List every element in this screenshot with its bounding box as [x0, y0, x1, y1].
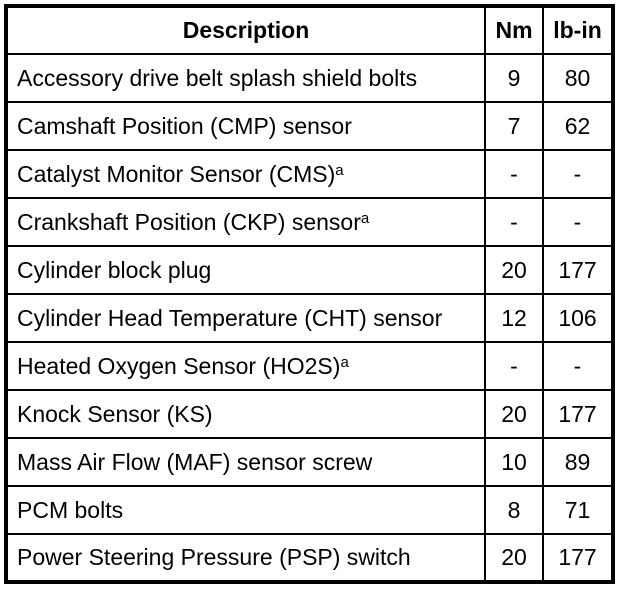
header-description: Description	[5, 5, 486, 55]
torque-spec-table: Description Nm lb-in Accessory drive bel…	[4, 4, 615, 584]
lb-in-cell: 71	[542, 485, 614, 535]
description-text: Accessory drive belt splash shield bolts	[17, 64, 418, 91]
table-row: Crankshaft Position (CKP) sensora - -	[5, 197, 614, 247]
description-text: Cylinder block plug	[17, 256, 212, 283]
nm-cell: 12	[484, 293, 544, 343]
nm-cell: 20	[484, 245, 544, 295]
description-cell: Camshaft Position (CMP) sensor	[5, 101, 486, 151]
nm-cell: 8	[484, 485, 544, 535]
description-text: Heated Oxygen Sensor (HO2S)	[17, 352, 341, 379]
table-row: PCM bolts 8 71	[5, 485, 614, 535]
lb-in-cell: 62	[542, 101, 614, 151]
description-cell: PCM bolts	[5, 485, 486, 535]
description-text: Crankshaft Position (CKP) sensor	[17, 208, 361, 235]
table-row: Knock Sensor (KS) 20 177	[5, 389, 614, 439]
table-row: Heated Oxygen Sensor (HO2S)a - -	[5, 341, 614, 391]
description-text: PCM bolts	[17, 496, 124, 523]
nm-cell: 20	[484, 389, 544, 439]
description-cell: Mass Air Flow (MAF) sensor screw	[5, 437, 486, 487]
nm-cell: 10	[484, 437, 544, 487]
nm-cell: 9	[484, 53, 544, 103]
lb-in-cell: 177	[542, 389, 614, 439]
description-cell: Crankshaft Position (CKP) sensora	[5, 197, 486, 247]
table-row: Cylinder block plug 20 177	[5, 245, 614, 295]
lb-in-cell: -	[542, 197, 614, 247]
table-row: Camshaft Position (CMP) sensor 7 62	[5, 101, 614, 151]
description-text: Mass Air Flow (MAF) sensor screw	[17, 448, 373, 475]
header-row: Description Nm lb-in	[5, 5, 614, 55]
footnote-marker: a	[340, 353, 349, 371]
description-cell: Power Steering Pressure (PSP) switch	[5, 533, 486, 583]
lb-in-cell: 106	[542, 293, 614, 343]
table-row: Mass Air Flow (MAF) sensor screw 10 89	[5, 437, 614, 487]
table-row: Catalyst Monitor Sensor (CMS)a - -	[5, 149, 614, 199]
description-cell: Catalyst Monitor Sensor (CMS)a	[5, 149, 486, 199]
description-cell: Cylinder Head Temperature (CHT) sensor	[5, 293, 486, 343]
description-text: Power Steering Pressure (PSP) switch	[17, 544, 411, 570]
nm-cell: -	[484, 149, 544, 199]
description-text: Catalyst Monitor Sensor (CMS)	[17, 160, 336, 187]
lb-in-cell: -	[542, 149, 614, 199]
table-row: Power Steering Pressure (PSP) switch 20 …	[5, 533, 614, 583]
table-row: Cylinder Head Temperature (CHT) sensor 1…	[5, 293, 614, 343]
nm-cell: 7	[484, 101, 544, 151]
footnote-marker: a	[360, 209, 370, 227]
nm-cell: -	[484, 197, 544, 247]
nm-cell: -	[484, 341, 544, 391]
lb-in-cell: 80	[542, 53, 614, 103]
lb-in-cell: -	[542, 341, 614, 391]
description-text: Camshaft Position (CMP) sensor	[17, 112, 352, 139]
description-cell: Accessory drive belt splash shield bolts	[5, 53, 486, 103]
description-cell: Cylinder block plug	[5, 245, 486, 295]
lb-in-cell: 89	[542, 437, 614, 487]
header-lb-in: lb-in	[542, 5, 614, 55]
description-text: Knock Sensor (KS)	[17, 400, 213, 427]
footnote-marker: a	[335, 161, 344, 179]
description-cell: Knock Sensor (KS)	[5, 389, 486, 439]
table-header: Description Nm lb-in	[5, 5, 614, 55]
table-body: Accessory drive belt splash shield bolts…	[5, 53, 614, 583]
lb-in-cell: 177	[542, 245, 614, 295]
nm-cell: 20	[484, 533, 544, 583]
table-row: Accessory drive belt splash shield bolts…	[5, 53, 614, 103]
lb-in-cell: 177	[542, 533, 614, 583]
description-text: Cylinder Head Temperature (CHT) sensor	[17, 304, 443, 331]
description-cell: Heated Oxygen Sensor (HO2S)a	[5, 341, 486, 391]
header-nm: Nm	[484, 5, 544, 55]
